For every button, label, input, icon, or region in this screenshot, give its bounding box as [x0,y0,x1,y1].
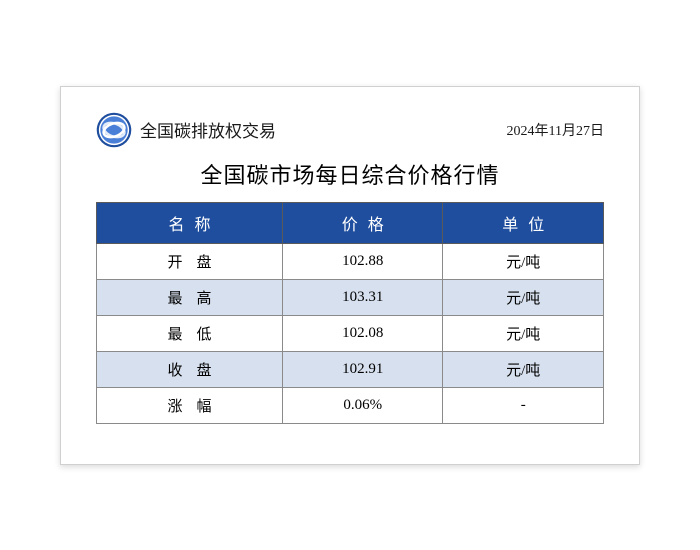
cell-unit: - [443,387,604,423]
report-date: 2024年11月27日 [507,120,604,140]
table-row: 开盘 102.88 元/吨 [97,243,604,279]
card-header: 全国碳排放权交易 2024年11月27日 [96,112,604,148]
cell-unit: 元/吨 [443,279,604,315]
cell-price: 102.91 [282,351,443,387]
col-unit: 单位 [443,202,604,243]
cell-name: 涨幅 [97,387,283,423]
col-name: 名称 [97,202,283,243]
cell-unit: 元/吨 [443,243,604,279]
table-body: 开盘 102.88 元/吨 最高 103.31 元/吨 最低 102.08 元/… [97,243,604,423]
header-left: 全国碳排放权交易 [96,112,276,148]
org-name: 全国碳排放权交易 [140,117,276,142]
report-title: 全国碳市场每日综合价格行情 [96,158,604,190]
table-row: 最低 102.08 元/吨 [97,315,604,351]
table-header-row: 名称 价格 单位 [97,202,604,243]
price-table: 名称 价格 单位 开盘 102.88 元/吨 最高 103.31 元/吨 最低 … [96,202,604,424]
cell-price: 0.06% [282,387,443,423]
cell-name: 最低 [97,315,283,351]
table-row: 收盘 102.91 元/吨 [97,351,604,387]
cell-name: 开盘 [97,243,283,279]
cell-unit: 元/吨 [443,315,604,351]
cell-price: 103.31 [282,279,443,315]
cell-unit: 元/吨 [443,351,604,387]
price-card: 全国碳排放权交易 2024年11月27日 全国碳市场每日综合价格行情 名称 价格… [60,86,640,465]
cell-price: 102.08 [282,315,443,351]
table-row: 涨幅 0.06% - [97,387,604,423]
cell-name: 收盘 [97,351,283,387]
cell-name: 最高 [97,279,283,315]
table-row: 最高 103.31 元/吨 [97,279,604,315]
org-logo-icon [96,112,132,148]
cell-price: 102.88 [282,243,443,279]
col-price: 价格 [282,202,443,243]
